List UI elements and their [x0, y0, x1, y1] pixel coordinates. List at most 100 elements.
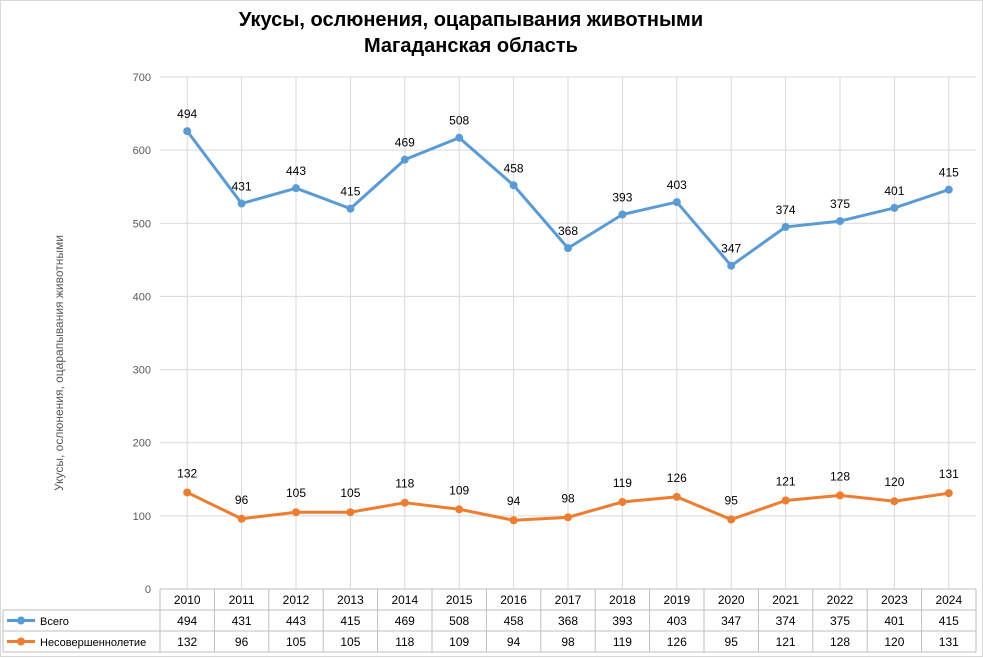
- data-point: [564, 513, 572, 522]
- data-point: [564, 244, 572, 253]
- data-point: [400, 155, 409, 164]
- table-cell: 403: [667, 614, 687, 628]
- data-point: [944, 489, 953, 498]
- table-cell: 94: [507, 635, 521, 649]
- data-point: [292, 184, 300, 193]
- data-point: [237, 514, 246, 523]
- table-cell: 132: [177, 635, 197, 649]
- x-tick-label: 2014: [391, 593, 418, 607]
- x-tick-label: 2013: [337, 593, 364, 607]
- y-tick-label: 600: [133, 145, 151, 157]
- data-label: 374: [776, 203, 796, 217]
- y-tick-label: 400: [133, 291, 151, 303]
- data-label: 118: [395, 477, 414, 491]
- table-cell: 347: [721, 614, 741, 628]
- data-point: [292, 508, 300, 517]
- table-cell: 120: [884, 635, 904, 649]
- data-point: [672, 198, 681, 207]
- data-point: [618, 210, 627, 219]
- data-label: 443: [286, 164, 306, 178]
- data-label: 401: [884, 184, 904, 198]
- data-label: 105: [286, 486, 306, 500]
- data-label: 126: [667, 471, 687, 485]
- data-label: 109: [449, 483, 469, 497]
- data-label: 95: [725, 494, 739, 508]
- legend-marker-2: [17, 637, 25, 646]
- table-cell: 118: [395, 635, 414, 649]
- data-label: 120: [884, 475, 904, 489]
- data-label: 403: [667, 178, 687, 192]
- data-point: [509, 516, 518, 525]
- data-point: [455, 133, 464, 142]
- x-tick-label: 2022: [827, 593, 854, 607]
- x-tick-label: 2017: [555, 593, 582, 607]
- table-cell: 415: [340, 614, 360, 628]
- data-label: 368: [558, 224, 578, 238]
- data-point: [455, 505, 464, 514]
- y-tick-label: 700: [133, 72, 151, 84]
- x-tick-label: 2019: [663, 593, 690, 607]
- data-point: [890, 497, 899, 506]
- table-cell: 375: [830, 614, 850, 628]
- table-cell: 105: [286, 635, 306, 649]
- table-cell: 105: [340, 635, 360, 649]
- data-label: 469: [395, 136, 415, 150]
- data-label: 431: [232, 180, 252, 194]
- table-cell: 415: [939, 614, 959, 628]
- table-cell: 374: [776, 614, 796, 628]
- data-point: [672, 492, 681, 501]
- data-point: [727, 515, 736, 524]
- table-cell: 368: [558, 614, 578, 628]
- table-cell: 119: [613, 635, 632, 649]
- data-label: 375: [830, 197, 850, 211]
- data-label: 131: [939, 467, 959, 481]
- data-label: 393: [612, 191, 632, 205]
- x-tick-label: 2015: [446, 593, 473, 607]
- data-point: [836, 491, 844, 500]
- table-cell: 109: [449, 635, 469, 649]
- table-cell: 98: [561, 635, 575, 649]
- y-tick-label: 500: [133, 218, 151, 230]
- x-tick-label: 2023: [881, 593, 908, 607]
- data-label: 494: [177, 107, 197, 121]
- chart-title: Укусы, ослюнения, оцарапывания животными…: [1, 7, 941, 59]
- data-point: [781, 496, 790, 505]
- data-label: 105: [340, 486, 360, 500]
- table-cell: 458: [504, 614, 524, 628]
- legend-label-2: Несовершеннолетие: [40, 637, 146, 649]
- table-cell: 469: [395, 614, 415, 628]
- data-label: 347: [721, 242, 741, 256]
- x-tick-label: 2012: [283, 593, 310, 607]
- data-label: 96: [235, 493, 249, 507]
- table-cell: 121: [776, 635, 796, 649]
- y-tick-label: 100: [133, 511, 151, 523]
- legend-marker-1: [17, 616, 25, 625]
- data-label: 508: [449, 114, 469, 128]
- y-tick-label: 300: [133, 365, 151, 377]
- chart-subtitle: Магаданская область: [364, 35, 578, 57]
- table-cell: 393: [612, 614, 632, 628]
- x-tick-label: 2010: [174, 593, 201, 607]
- table-cell: 431: [232, 614, 252, 628]
- table-cell: 131: [939, 635, 959, 649]
- data-point: [618, 497, 627, 506]
- table-cell: 401: [884, 614, 904, 628]
- table-cell: 508: [449, 614, 469, 628]
- data-point: [346, 204, 355, 213]
- data-label: 415: [939, 166, 959, 180]
- table-cell: 96: [235, 635, 249, 649]
- data-label: 119: [613, 476, 632, 490]
- data-label: 94: [507, 494, 521, 508]
- y-tick-label: 0: [145, 584, 151, 596]
- data-label: 458: [504, 161, 524, 175]
- data-point: [727, 261, 736, 270]
- table-cell: 128: [830, 635, 850, 649]
- data-point: [183, 488, 192, 497]
- data-point: [237, 199, 246, 208]
- x-tick-label: 2020: [718, 593, 745, 607]
- table-cell: 443: [286, 614, 306, 628]
- y-tick-label: 200: [133, 438, 151, 450]
- data-point: [781, 222, 790, 231]
